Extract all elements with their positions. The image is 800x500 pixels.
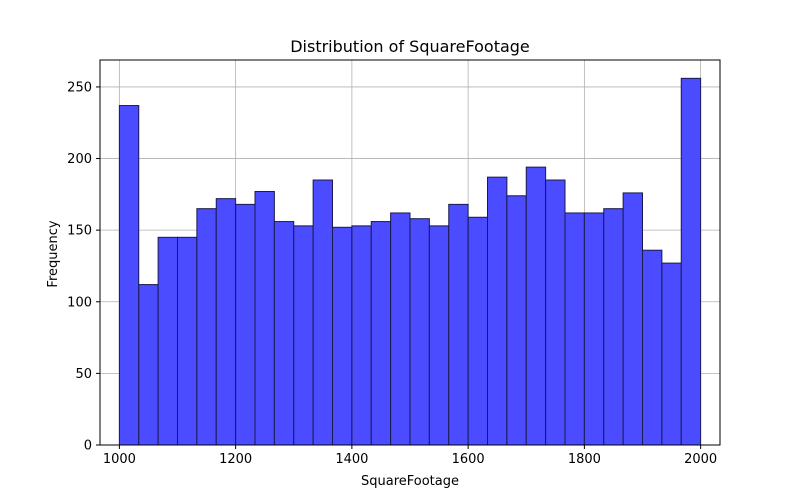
histogram-bar — [661, 262, 682, 446]
histogram-bar — [254, 190, 275, 446]
histogram-bar — [448, 203, 469, 446]
histogram-bar — [196, 208, 217, 446]
histogram-bar — [293, 225, 314, 446]
y-tick-label: 200 — [67, 152, 92, 167]
histogram-bar — [118, 105, 140, 446]
histogram-bar — [583, 212, 605, 446]
histogram-bar — [506, 195, 527, 446]
histogram-bar — [312, 179, 333, 446]
x-tick-label: 2000 — [684, 452, 717, 467]
x-tick-label: 1800 — [568, 452, 601, 467]
histogram-bar — [409, 218, 430, 446]
x-tick-label: 1400 — [335, 452, 368, 467]
y-tick-label: 100 — [67, 295, 92, 310]
histogram-bar — [138, 284, 159, 446]
x-tick-label: 1600 — [452, 452, 485, 467]
y-tick-label: 0 — [84, 439, 92, 454]
histogram-bar — [331, 226, 353, 446]
histogram-bar — [215, 198, 237, 446]
y-tick-label: 250 — [67, 80, 92, 95]
axis-ticks: 1000 1200 1400 1600 1800 2000 0 50 100 150 200 250 — [67, 80, 717, 467]
histogram-bar — [273, 221, 295, 446]
histogram-bar — [642, 249, 663, 446]
histogram-bar — [603, 208, 624, 446]
x-tick-label: 1000 — [103, 452, 136, 467]
histogram-bar — [157, 236, 178, 446]
y-axis-label: Frequency — [46, 220, 61, 287]
histogram-bar — [545, 179, 566, 446]
histogram-bar — [680, 77, 702, 446]
chart-title: Distribution of SquareFootage — [290, 37, 530, 56]
histogram-bar — [235, 203, 256, 446]
histogram-bar — [390, 212, 411, 446]
y-tick-label: 150 — [67, 224, 92, 239]
histogram-bar — [487, 176, 508, 446]
histogram-bar — [351, 225, 372, 446]
histogram-bar — [428, 225, 450, 446]
y-tick-label: 50 — [75, 367, 92, 382]
x-tick-label: 1200 — [219, 452, 252, 467]
histogram-bar — [564, 212, 585, 446]
histogram-bar — [467, 216, 489, 446]
histogram-bar — [176, 236, 198, 446]
histogram-bars — [118, 77, 702, 446]
histogram-bar — [525, 166, 547, 446]
x-axis-label: SquareFootage — [361, 474, 459, 489]
histogram-bar — [622, 192, 644, 446]
histogram-bar — [370, 221, 392, 446]
plot-frame — [99, 59, 721, 446]
